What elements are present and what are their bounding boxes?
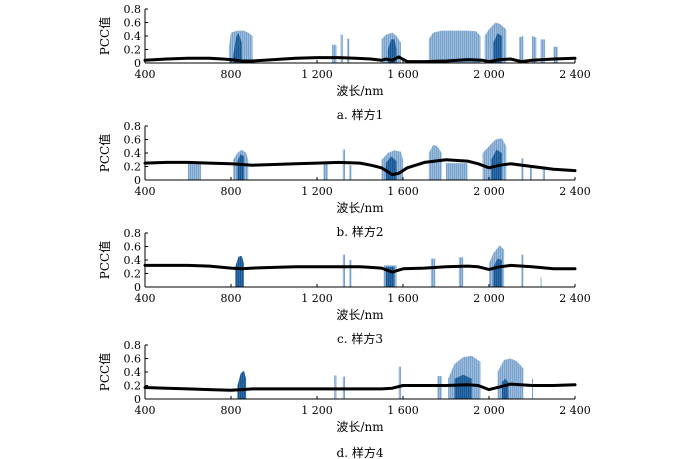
pcc-band-light — [540, 277, 542, 287]
pcc-band-light — [532, 378, 534, 399]
y-tick-label: 0.2 — [124, 44, 142, 57]
pcc-band-light — [323, 163, 328, 180]
x-tick-label: 1 600 — [387, 185, 419, 198]
pcc-band-light — [542, 167, 545, 180]
pcc-band-light — [349, 260, 352, 287]
x-axis-title: 波长/nm — [336, 201, 384, 215]
pcc-band-light — [334, 375, 337, 399]
x-axis-title: 波长/nm — [336, 420, 384, 434]
x-tick-label: 400 — [135, 404, 156, 417]
chart-panel-d: 00.20.40.60.8 400 800 1 200 1 600 2 000 2 400 P… — [97, 339, 591, 459]
panel-caption: b. 样方2 — [337, 224, 384, 239]
x-tick-label: 1 200 — [301, 185, 333, 198]
pcc-band-light — [332, 44, 337, 63]
chart-panel-a: 00.20.40.60.8 400 800 1 200 1 600 2 000 2 400 P… — [97, 3, 591, 122]
pcc-band-light — [553, 46, 558, 63]
pcc-band-light — [497, 358, 524, 399]
pcc-band-light — [340, 34, 343, 63]
y-tick-label: 0.6 — [124, 17, 142, 30]
x-tick-label: 800 — [221, 185, 242, 198]
x-tick-label: 2 000 — [473, 292, 505, 305]
pcc-band-dark — [233, 33, 242, 63]
y-tick-label: 0.4 — [124, 254, 142, 267]
x-tick-label: 800 — [221, 292, 242, 305]
y-tick-label: 0.4 — [124, 366, 142, 379]
pcc-band-light — [540, 39, 545, 63]
x-tick-label: 1 200 — [301, 292, 333, 305]
pcc-band-dark — [387, 39, 397, 63]
reflectance-line — [143, 382, 577, 392]
pcc-band-dark — [493, 33, 502, 63]
pcc-band-light — [437, 376, 442, 399]
y-tick-label: 0 — [134, 393, 141, 406]
x-tick-label: 400 — [135, 68, 156, 81]
y-tick-label: 0.4 — [124, 30, 142, 43]
pcc-band-light — [342, 254, 345, 287]
pcc-band-light — [532, 36, 537, 63]
y-axis-title: PCC值 — [97, 17, 112, 55]
reflectance-line — [143, 263, 577, 274]
pcc-band-light — [428, 30, 481, 64]
pcc-band-light — [430, 258, 436, 287]
y-tick-label: 0.4 — [124, 147, 142, 160]
reflectance-line — [143, 158, 577, 177]
pcc-band-dark — [501, 378, 509, 399]
y-tick-label: 0.2 — [124, 380, 142, 393]
x-tick-label: 800 — [221, 68, 242, 81]
y-tick-label: 0.6 — [124, 134, 142, 147]
y-axis-title: PCC值 — [97, 353, 112, 391]
pcc-band-dark — [237, 154, 244, 180]
x-tick-label: 1 600 — [387, 404, 419, 417]
x-tick-label: 2 000 — [473, 185, 505, 198]
y-tick-label: 0 — [134, 57, 141, 70]
pcc-band-dark — [454, 374, 472, 399]
pcc-band-light — [519, 36, 524, 63]
x-tick-label: 2 400 — [559, 185, 591, 198]
y-tick-label: 0.2 — [124, 268, 142, 281]
pcc-band-light — [188, 163, 201, 180]
pcc-band-dark — [235, 255, 244, 287]
pcc-band-light — [521, 254, 524, 287]
y-tick-label: 0 — [134, 281, 141, 294]
pcc-band-light — [349, 165, 352, 180]
x-tick-label: 800 — [221, 404, 242, 417]
y-tick-label: 0.6 — [124, 353, 142, 366]
y-tick-label: 0.8 — [124, 3, 142, 16]
panel-caption: c. 样方3 — [337, 331, 383, 346]
pcc-band-dark — [237, 370, 247, 399]
pcc-band-light — [398, 366, 401, 399]
x-tick-label: 1 600 — [387, 68, 419, 81]
reflectance-line — [143, 55, 577, 64]
x-tick-label: 2 400 — [559, 292, 591, 305]
x-tick-label: 1 200 — [301, 68, 333, 81]
panel-caption: d. 样方4 — [337, 445, 384, 459]
x-tick-label: 2 000 — [473, 68, 505, 81]
y-tick-label: 0 — [134, 174, 141, 187]
pcc-band-light — [458, 257, 464, 287]
pcc-band-light — [521, 158, 524, 180]
y-tick-label: 0.2 — [124, 161, 142, 174]
panel-caption: a. 样方1 — [337, 107, 383, 122]
chart-panel-c: 00.20.40.60.8 400 800 1 200 1 600 2 000 2 400 P… — [97, 227, 591, 346]
x-tick-label: 2 000 — [473, 404, 505, 417]
pcc-band-light — [529, 165, 532, 180]
y-axis-title: PCC值 — [97, 241, 112, 279]
x-tick-label: 400 — [135, 292, 156, 305]
y-tick-label: 0.8 — [124, 227, 142, 240]
x-tick-label: 2 400 — [559, 404, 591, 417]
y-tick-label: 0.8 — [124, 120, 142, 133]
x-axis-title: 波长/nm — [336, 84, 384, 98]
x-axis-title: 波长/nm — [336, 308, 384, 322]
pcc-band-light — [446, 163, 468, 180]
y-tick-label: 0.8 — [124, 339, 142, 352]
x-tick-label: 2 400 — [559, 68, 591, 81]
x-tick-label: 1 200 — [301, 404, 333, 417]
x-tick-label: 400 — [135, 185, 156, 198]
y-axis-title: PCC值 — [97, 134, 112, 172]
y-tick-label: 0.6 — [124, 241, 142, 254]
x-tick-label: 1 600 — [387, 292, 419, 305]
pcc-band-light — [342, 149, 345, 180]
